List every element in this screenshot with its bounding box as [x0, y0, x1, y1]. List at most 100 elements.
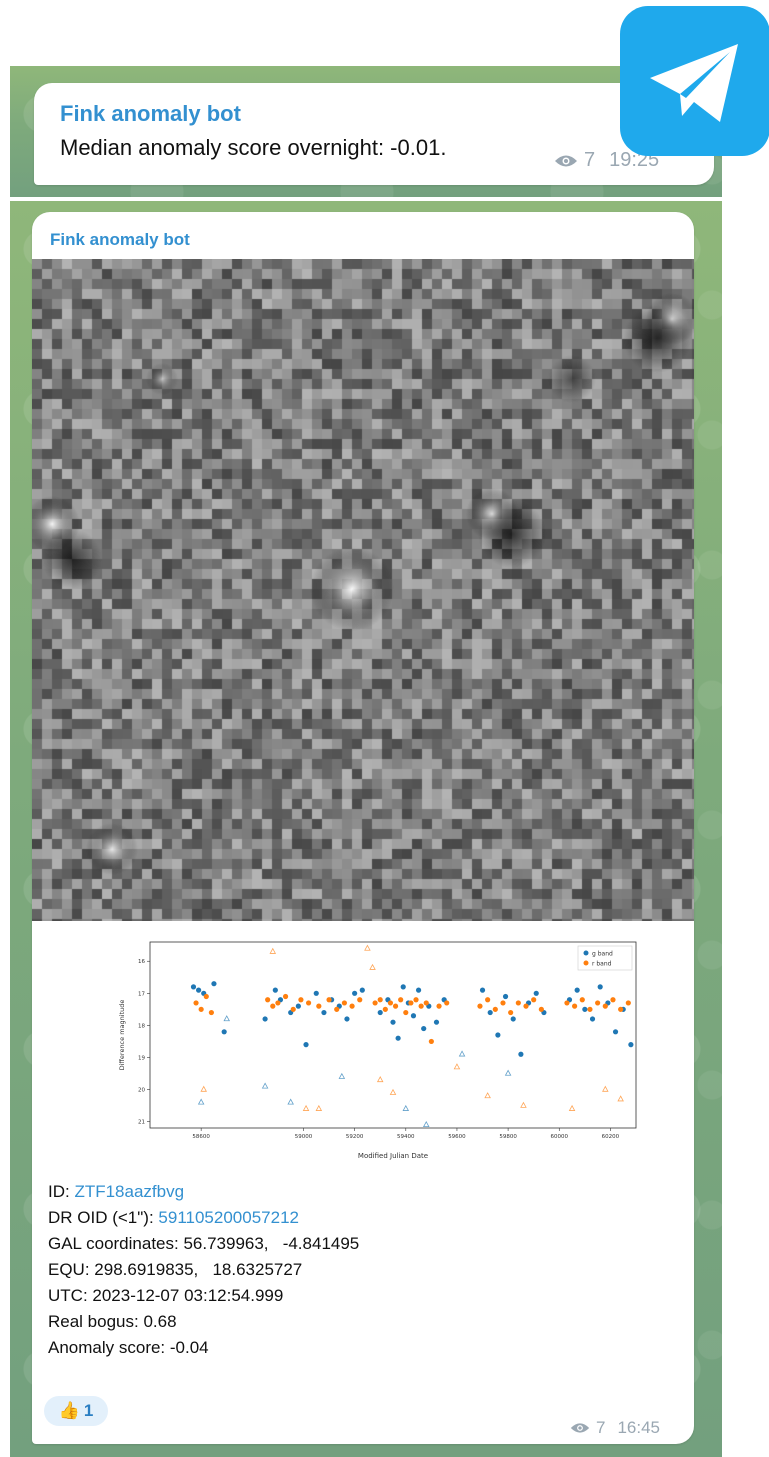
r-band-point [203, 993, 209, 1000]
y-tick-label: 18 [138, 1023, 145, 1029]
y-tick-label: 21 [138, 1120, 145, 1126]
message-bubble-summary[interactable]: Fink anomaly bot Median anomaly score ov… [34, 83, 714, 185]
r-band-point [531, 997, 537, 1003]
upper-limit-point [364, 944, 371, 951]
x-tick-label: 58600 [192, 1134, 210, 1140]
upper-limit-point [458, 1050, 466, 1057]
light-curve-chart[interactable]: 58600 59000 59200 59400 59600 59800 60000 60200… [112, 936, 642, 1166]
r-band-point [418, 1003, 424, 1009]
y-tick-label: 19 [138, 1055, 145, 1061]
legend-label-g: g band [592, 951, 613, 958]
g-band-point [628, 1042, 634, 1048]
r-band-point [538, 1006, 544, 1012]
r-band-point [403, 1009, 409, 1016]
r-band-point [595, 1000, 601, 1006]
r-band-point [282, 993, 289, 1000]
g-band-point [487, 1009, 493, 1016]
g-band-point [303, 1042, 309, 1048]
r-band-point [387, 1000, 394, 1006]
r-band-point [436, 1003, 442, 1009]
g-band-point [190, 984, 197, 990]
message-meta: 7 16:45 [570, 1418, 660, 1438]
upper-limit-point [602, 1085, 609, 1092]
r-band-point [500, 1000, 506, 1006]
y-axis-label: Difference magnitude [118, 1000, 126, 1071]
dr-oid-label: DR OID (<1"): [48, 1208, 159, 1227]
r-band-point [564, 1000, 570, 1006]
r-band-point [602, 1003, 608, 1009]
x-tick-label: 60000 [551, 1134, 569, 1140]
real-bogus: Real bogus: 0.68 [48, 1312, 177, 1331]
r-band-point [492, 1006, 498, 1012]
view-count: 7 [584, 149, 596, 171]
cutout-image[interactable] [32, 259, 694, 921]
upper-limit-point [261, 1082, 269, 1089]
upper-limit-point [269, 947, 277, 954]
r-band-point [349, 1003, 355, 1009]
message-sender[interactable]: Fink anomaly bot [50, 230, 190, 249]
g-band-point [390, 1019, 396, 1025]
r-band-point [382, 1006, 388, 1012]
x-tick-label: 59600 [448, 1134, 466, 1140]
y-tick-label: 16 [138, 959, 145, 965]
reaction-thumbs-up[interactable]: 👍 1 [44, 1396, 108, 1426]
upper-limit-point [568, 1104, 576, 1111]
r-band-point [610, 997, 616, 1003]
y-tick-label: 17 [138, 991, 145, 997]
legend-marker-r [583, 960, 589, 966]
g-band-point [313, 990, 319, 996]
g-band-point [262, 1016, 268, 1022]
light-curve-svg: 58600 59000 59200 59400 59600 59800 60000 60200… [118, 941, 637, 1160]
g-band-point [582, 1006, 588, 1012]
r-band-point [334, 1006, 340, 1012]
r-band-point [198, 1006, 204, 1012]
g-band-point [415, 987, 422, 993]
upper-limit-point [402, 1104, 410, 1111]
g-band-point [597, 984, 603, 990]
plot-frame [149, 941, 637, 1129]
g-band-point [574, 987, 580, 993]
r-band-point [408, 1000, 414, 1006]
g-band-point [395, 1035, 401, 1041]
legend-label-r: r band [592, 961, 612, 968]
g-band-point [196, 987, 202, 993]
dr-oid: DR OID (<1"): 591105200057212 [48, 1208, 299, 1228]
upper-limit-point [453, 1063, 461, 1070]
r-band-point [444, 1000, 450, 1006]
x-tick-label: 59200 [346, 1134, 364, 1140]
eye-icon [570, 1423, 590, 1433]
upper-limit-point [338, 1072, 346, 1079]
r-band-point [357, 997, 363, 1003]
g-band-point [433, 1019, 440, 1025]
upper-limit-point [520, 1101, 527, 1108]
g-band-point [510, 1016, 516, 1022]
upper-limit-point [376, 1076, 384, 1083]
reaction-count: 1 [83, 1401, 94, 1420]
r-band-point [398, 997, 404, 1003]
x-tick-label: 59000 [295, 1134, 313, 1140]
r-band-point [477, 1003, 483, 1009]
utc-time: UTC: 2023-12-07 03:12:54.999 [48, 1286, 284, 1305]
upper-limit-point [617, 1095, 624, 1102]
g-band-point [221, 1029, 227, 1035]
message-sender[interactable]: Fink anomaly bot [60, 101, 241, 126]
upper-limit-point [287, 1098, 294, 1105]
r-band-point [305, 1000, 312, 1006]
g-band-point [502, 993, 509, 1000]
upper-limit-point [197, 1098, 205, 1105]
r-band-point [326, 997, 332, 1003]
x-tick-label: 59800 [499, 1134, 517, 1140]
g-band-point [612, 1029, 619, 1035]
g-band-point [518, 1051, 524, 1057]
r-band-point [275, 1000, 281, 1006]
r-band-point [392, 1003, 399, 1009]
g-band-point [400, 984, 406, 990]
r-band-point [270, 1003, 276, 1009]
dr-oid-link[interactable]: 591105200057212 [158, 1208, 299, 1227]
r-band-point [523, 1003, 529, 1009]
r-band-point [193, 1000, 199, 1006]
g-band-point [352, 990, 358, 996]
object-id-link[interactable]: ZTF18aazfbvg [74, 1182, 185, 1201]
g-band-point [479, 987, 486, 993]
message-bubble-alert[interactable]: Fink anomaly bot 58600 59000 59200 59400 596… [32, 212, 694, 1444]
